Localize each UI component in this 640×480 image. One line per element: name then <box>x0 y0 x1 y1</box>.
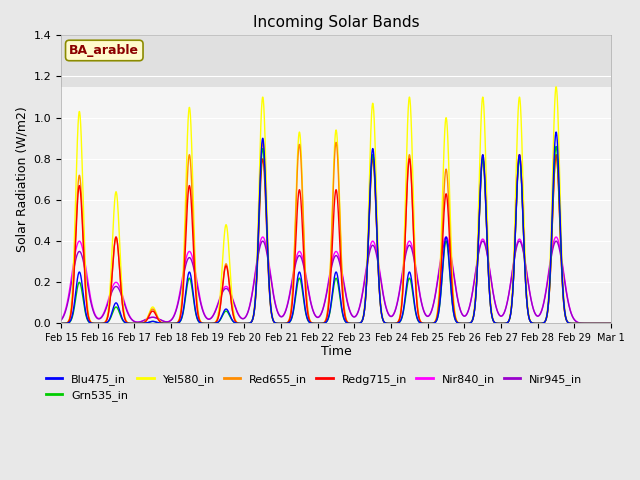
Red655_in <box>268 314 276 320</box>
Redg715_in <box>152 313 160 319</box>
Line: Blu475_in: Blu475_in <box>61 132 611 324</box>
Nir840_in <box>57 317 65 323</box>
Line: Yel580_in: Yel580_in <box>61 87 611 324</box>
Blu475_in <box>57 321 65 326</box>
Blu475_in <box>596 321 604 326</box>
Nir945_in <box>607 321 615 326</box>
Yel580_in <box>292 202 300 208</box>
Line: Nir945_in: Nir945_in <box>61 241 611 324</box>
Nir840_in <box>552 234 560 240</box>
Red655_in <box>57 321 65 326</box>
Text: BA_arable: BA_arable <box>69 44 140 57</box>
Nir840_in <box>537 309 545 315</box>
Red655_in <box>607 321 615 326</box>
Legend: Blu475_in, Grn535_in, Yel580_in, Red655_in, Redg715_in, Nir840_in, Nir945_in: Blu475_in, Grn535_in, Yel580_in, Red655_… <box>41 369 587 406</box>
Yel580_in <box>268 311 276 317</box>
Grn535_in <box>57 321 65 326</box>
Blu475_in <box>268 313 276 319</box>
Red655_in <box>259 140 267 145</box>
Blu475_in <box>292 288 300 294</box>
Redg715_in <box>57 321 65 326</box>
Blu475_in <box>120 318 127 324</box>
Yel580_in <box>607 321 615 326</box>
Redg715_in <box>120 311 127 317</box>
Grn535_in <box>552 144 560 149</box>
Nir945_in <box>268 283 276 289</box>
Blu475_in <box>552 129 560 135</box>
Grn535_in <box>596 321 604 326</box>
Nir840_in <box>596 321 604 326</box>
Redg715_in <box>537 321 545 326</box>
Yel580_in <box>596 321 604 326</box>
Nir945_in <box>596 321 604 326</box>
Blu475_in <box>607 321 615 326</box>
Grn535_in <box>152 319 160 325</box>
Blu475_in <box>537 321 545 326</box>
Redg715_in <box>268 313 276 319</box>
Blu475_in <box>152 319 160 325</box>
Yel580_in <box>552 84 560 90</box>
Redg715_in <box>607 321 615 326</box>
Line: Grn535_in: Grn535_in <box>61 146 611 324</box>
Red655_in <box>596 321 604 326</box>
Nir945_in <box>57 317 65 323</box>
Yel580_in <box>120 306 127 312</box>
Nir945_in <box>292 260 300 266</box>
Nir945_in <box>537 310 545 315</box>
Yel580_in <box>537 321 545 326</box>
Y-axis label: Solar Radiation (W/m2): Solar Radiation (W/m2) <box>15 107 28 252</box>
Nir945_in <box>552 238 560 244</box>
Nir840_in <box>268 281 276 287</box>
Redg715_in <box>552 152 560 157</box>
Redg715_in <box>596 321 604 326</box>
Grn535_in <box>268 313 276 319</box>
Yel580_in <box>57 321 65 326</box>
Line: Red655_in: Red655_in <box>61 143 611 324</box>
Grn535_in <box>537 321 545 326</box>
Grn535_in <box>607 321 615 326</box>
Nir840_in <box>120 297 127 303</box>
X-axis label: Time: Time <box>321 345 351 358</box>
Grn535_in <box>120 319 127 324</box>
Nir945_in <box>152 315 160 321</box>
Nir840_in <box>292 257 300 263</box>
Bar <box>61 36 611 87</box>
Red655_in <box>538 321 545 326</box>
Yel580_in <box>152 311 160 316</box>
Line: Redg715_in: Redg715_in <box>61 155 611 324</box>
Grn535_in <box>292 292 300 298</box>
Nir840_in <box>152 315 160 321</box>
Red655_in <box>292 204 300 210</box>
Line: Nir840_in: Nir840_in <box>61 237 611 324</box>
Red655_in <box>152 312 160 318</box>
Red655_in <box>120 311 127 317</box>
Nir840_in <box>607 321 615 326</box>
Nir945_in <box>120 299 127 305</box>
Title: Incoming Solar Bands: Incoming Solar Bands <box>253 15 419 30</box>
Redg715_in <box>292 238 300 243</box>
